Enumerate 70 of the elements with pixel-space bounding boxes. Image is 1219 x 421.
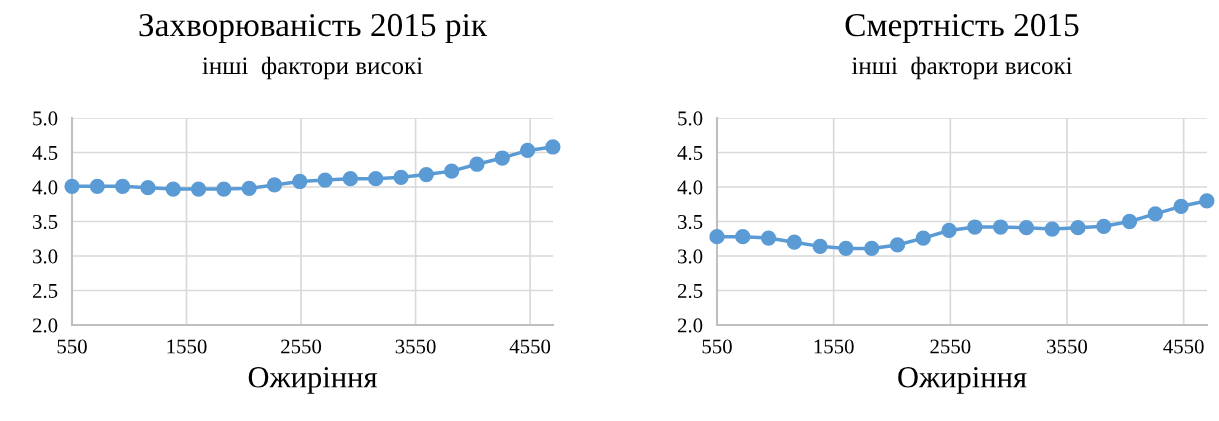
point <box>190 181 207 197</box>
point <box>786 234 802 250</box>
point <box>1096 218 1112 234</box>
y-tick-label: 5.0 <box>33 111 58 126</box>
point <box>864 240 880 257</box>
point <box>812 238 828 254</box>
point <box>1173 198 1189 214</box>
x-axis-title: Ожиріння <box>248 367 377 394</box>
y-tick-label: 2.5 <box>32 283 58 299</box>
point <box>89 178 105 194</box>
x-axis-title: Ожиріння <box>898 367 1027 394</box>
chart-subtitle: інші фактори високі <box>851 56 1073 80</box>
point <box>368 171 384 187</box>
point <box>418 166 434 183</box>
point <box>292 173 308 190</box>
y-tick-label: 4.0 <box>32 180 58 195</box>
y-tick-label: 2.0 <box>677 318 703 333</box>
x-tick-label: 2550 <box>281 339 322 354</box>
point <box>241 180 257 197</box>
x-tick-label: 550 <box>57 339 87 354</box>
y-tick-label: 5.0 <box>678 111 703 126</box>
point <box>889 237 906 253</box>
point <box>469 156 485 172</box>
chart-title: Смертність 2015 <box>845 13 1079 44</box>
point <box>342 171 359 187</box>
point <box>1147 206 1163 222</box>
point <box>838 240 854 257</box>
y-tick-label: 3.0 <box>33 249 58 264</box>
point <box>709 229 725 245</box>
point <box>760 230 777 246</box>
x-tick-label: 3550 <box>395 339 436 354</box>
point <box>1070 220 1086 236</box>
point <box>393 169 409 185</box>
point <box>1018 220 1035 236</box>
chart-subtitle: інші фактори високі <box>202 56 423 80</box>
x-tick-label: 1550 <box>814 339 854 354</box>
point <box>545 139 561 155</box>
y-tick-label: 4.0 <box>677 180 703 195</box>
x-tick-label: 4550 <box>1163 339 1204 354</box>
point <box>1199 193 1215 209</box>
x-tick-label: 550 <box>702 339 732 354</box>
point <box>444 163 460 179</box>
point <box>519 142 536 159</box>
y-tick-label: 3.5 <box>33 214 58 230</box>
point <box>1121 213 1138 230</box>
x-tick-label: 4550 <box>509 339 551 354</box>
y-tick-label: 4.5 <box>32 146 58 161</box>
point <box>1044 221 1060 237</box>
point <box>494 150 510 166</box>
x-tick-label: 2550 <box>930 339 971 354</box>
y-tick-label: 2.0 <box>32 318 58 333</box>
point <box>941 222 957 239</box>
point <box>915 230 931 246</box>
y-tick-label: 3.5 <box>678 214 703 230</box>
point <box>266 177 283 193</box>
point <box>992 219 1009 235</box>
point <box>216 181 232 197</box>
y-tick-label: 3.0 <box>678 249 703 264</box>
y-tick-label: 4.5 <box>677 146 703 161</box>
point <box>140 180 156 196</box>
point <box>967 219 983 235</box>
x-tick-label: 1550 <box>167 339 207 354</box>
point <box>317 172 333 188</box>
point <box>114 178 131 194</box>
chart-title: Захворюваність 2015 рік <box>139 13 488 44</box>
point <box>165 181 181 197</box>
point <box>64 178 80 194</box>
point <box>735 229 751 245</box>
x-tick-label: 3550 <box>1047 339 1088 354</box>
y-tick-label: 2.5 <box>677 283 703 299</box>
